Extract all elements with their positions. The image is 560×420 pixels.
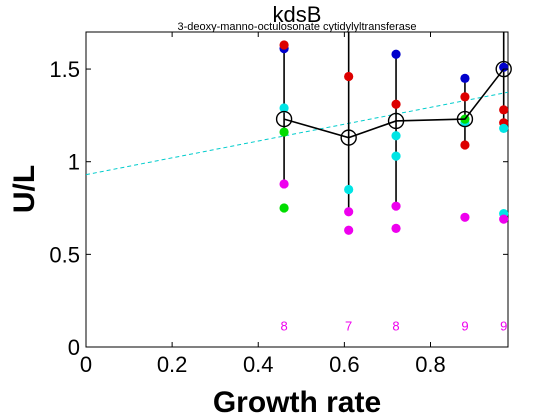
data-point-cyan — [279, 103, 289, 113]
data-point-cyan — [344, 184, 354, 195]
data-point-blue — [499, 62, 509, 72]
chart-subtitle: 3-deoxy-manno-octulosonate cytidylyltran… — [177, 21, 416, 33]
sample-count-label: 9 — [500, 319, 507, 334]
mean-marker — [275, 110, 293, 128]
data-point-red — [460, 140, 470, 150]
data-point-red — [279, 40, 289, 50]
y-tick-label: 1.5 — [49, 57, 80, 82]
data-point-magenta — [344, 225, 354, 235]
data-point-blue — [460, 73, 470, 83]
data-point-magenta — [391, 201, 401, 211]
x-tick-label: 0 — [80, 352, 92, 377]
sample-count-label: 8 — [280, 319, 287, 334]
y-tick-label: 0 — [68, 335, 80, 360]
data-point-green — [279, 127, 289, 137]
sample-count-label: 9 — [461, 319, 468, 334]
x-axis-label: Growth rate — [213, 386, 381, 419]
mean-line — [283, 68, 505, 139]
data-point-red — [391, 99, 401, 109]
x-tick-label: 0.2 — [157, 352, 188, 377]
data-point-cyan — [391, 131, 401, 141]
mean-marker — [456, 110, 474, 128]
sample-count-label: 7 — [345, 319, 352, 334]
chart-title: kdsB — [273, 2, 322, 27]
mean-marker — [340, 129, 357, 146]
data-point-red — [499, 105, 509, 115]
y-tick-label: 0.5 — [49, 242, 80, 267]
sample-count-label: 8 — [392, 319, 399, 334]
y-tick-label: 1 — [68, 150, 80, 175]
data-point-magenta — [391, 223, 401, 234]
data-point-blue — [391, 49, 401, 59]
mean-marker — [387, 112, 405, 130]
x-tick-label: 0.6 — [329, 352, 360, 377]
data-point-red — [344, 71, 354, 82]
data-point-red — [460, 92, 470, 102]
y-axis-label: U/L — [8, 165, 41, 213]
x-tick-label: 0.4 — [243, 352, 274, 377]
data-point-cyan — [391, 151, 401, 161]
data-point-magenta — [460, 212, 470, 222]
data-point-magenta — [279, 179, 289, 189]
trend-line — [86, 91, 508, 176]
x-tick-label: 0.8 — [415, 352, 446, 377]
data-point-green — [279, 203, 289, 213]
data-point-magenta — [499, 214, 509, 224]
plot-area — [85, 31, 509, 348]
data-point-cyan — [499, 123, 509, 133]
data-point-magenta — [344, 207, 354, 217]
mean-marker — [495, 60, 512, 78]
